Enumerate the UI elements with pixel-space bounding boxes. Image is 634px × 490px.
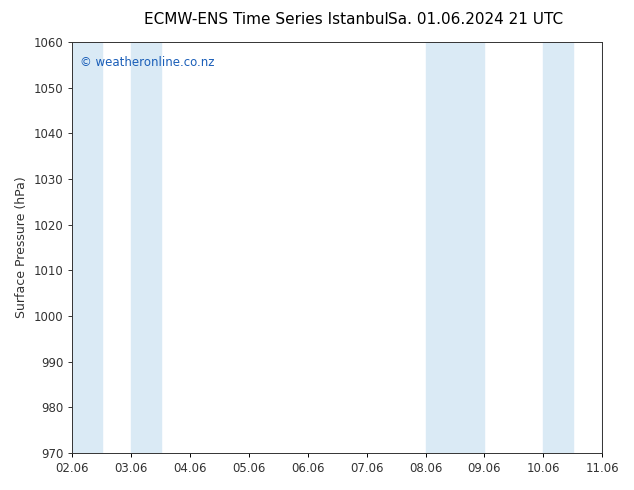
Text: © weatheronline.co.nz: © weatheronline.co.nz: [81, 56, 215, 70]
Y-axis label: Surface Pressure (hPa): Surface Pressure (hPa): [15, 176, 28, 318]
Bar: [602, 42, 631, 453]
Bar: [131, 42, 160, 453]
Bar: [72, 42, 102, 453]
Bar: [425, 42, 484, 453]
Text: ECMW-ENS Time Series Istanbul: ECMW-ENS Time Series Istanbul: [144, 12, 389, 27]
Bar: [543, 42, 573, 453]
Text: Sa. 01.06.2024 21 UTC: Sa. 01.06.2024 21 UTC: [388, 12, 563, 27]
